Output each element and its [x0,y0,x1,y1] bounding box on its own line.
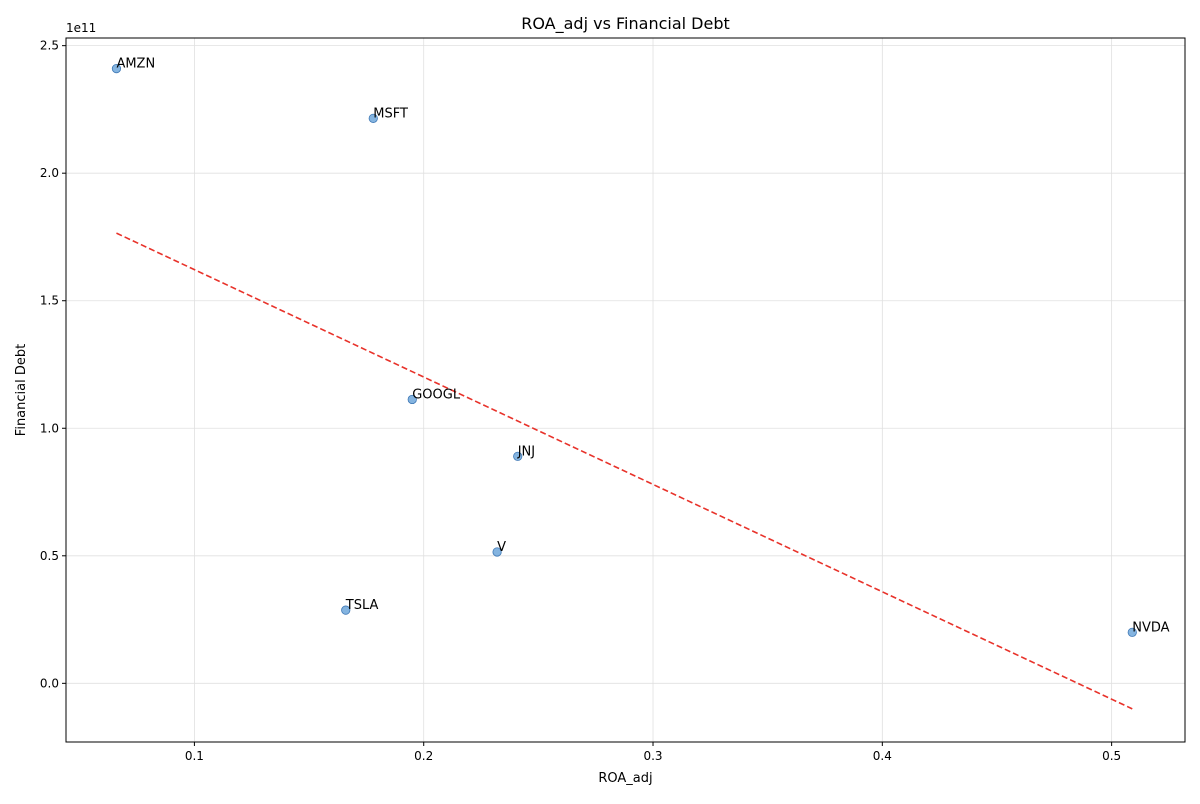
x-axis-label: ROA_adj [598,771,652,786]
y-tick-label: 1.5 [40,294,59,308]
y-axis-offset-text: 1e11 [66,21,96,35]
chart-title: ROA_adj vs Financial Debt [521,14,730,34]
point-labels-layer: AMZN MSFT GOOGL JNJ V TSLA NVDA [116,57,1169,636]
point-label: AMZN [116,57,155,72]
scatter-point [1127,627,1137,637]
point-label: GOOGL [412,387,461,402]
scatter-point [341,605,351,615]
x-tick-label: 0.1 [185,749,204,763]
point-label: MSFT [373,106,408,121]
point-label: V [497,540,506,555]
x-tick-label: 0.2 [414,749,433,763]
x-tick-label: 0.3 [643,749,662,763]
ticks-layer: 0.1 0.2 0.3 0.4 0.5 0.0 0.5 1.0 1.5 2.0 2.5 [40,39,1121,763]
grid [66,38,1185,742]
point-label: NVDA [1132,620,1169,635]
scatter-point [492,547,502,557]
plot-frame [65,37,1186,743]
scatter-point [111,64,122,74]
scatter-point [513,451,523,461]
y-tick-label: 2.0 [40,166,59,180]
x-tick-label: 0.4 [873,749,892,763]
y-axis-label: Financial Debt [14,344,29,436]
points-layer [111,64,1137,637]
x-tick-label: 0.5 [1102,749,1121,763]
trendline-layer [116,232,1133,710]
scatter-point [368,113,378,123]
y-tick-label: 1.0 [40,421,59,435]
trendline [116,232,1133,710]
scatter-point [407,394,417,405]
point-label: TSLA [345,598,379,613]
y-tick-label: 0.5 [40,549,59,563]
point-label: JNJ [517,444,535,459]
y-tick-label: 0.0 [40,676,59,690]
y-tick-label: 2.5 [40,39,59,53]
